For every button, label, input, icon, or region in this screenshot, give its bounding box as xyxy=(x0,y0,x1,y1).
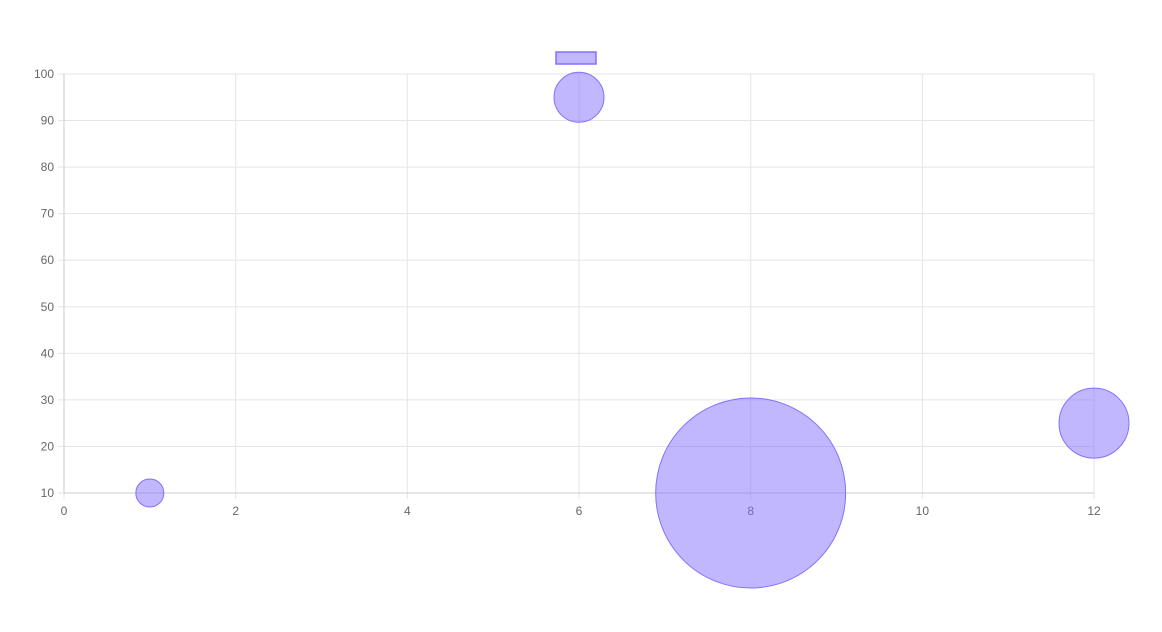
y-tick-label: 20 xyxy=(41,439,55,453)
y-tick-label: 30 xyxy=(41,393,55,407)
bubble-point[interactable] xyxy=(1058,387,1130,459)
legend[interactable] xyxy=(555,51,597,65)
x-tick-label: 0 xyxy=(61,504,68,518)
legend-swatch[interactable] xyxy=(555,51,597,65)
x-tick-label: 12 xyxy=(1087,504,1101,518)
y-tick-label: 100 xyxy=(34,67,54,81)
tick-labels: 024681012102030405060708090100 xyxy=(34,67,1101,518)
bubble-point[interactable] xyxy=(655,397,847,589)
axes xyxy=(63,74,1094,494)
x-tick-label: 6 xyxy=(576,504,583,518)
grid xyxy=(58,73,1095,499)
x-tick-label: 10 xyxy=(916,504,930,518)
x-tick-label: 2 xyxy=(232,504,239,518)
bubble-point[interactable] xyxy=(135,478,165,508)
bubble-point[interactable] xyxy=(553,71,605,123)
x-tick-label: 4 xyxy=(404,504,411,518)
y-tick-label: 70 xyxy=(41,207,55,221)
y-tick-label: 80 xyxy=(41,160,55,174)
y-tick-label: 40 xyxy=(41,346,55,360)
bubble-series xyxy=(135,71,1130,589)
y-tick-label: 10 xyxy=(41,486,55,500)
y-tick-label: 90 xyxy=(41,114,55,128)
y-tick-label: 60 xyxy=(41,253,55,267)
y-tick-label: 50 xyxy=(41,300,55,314)
